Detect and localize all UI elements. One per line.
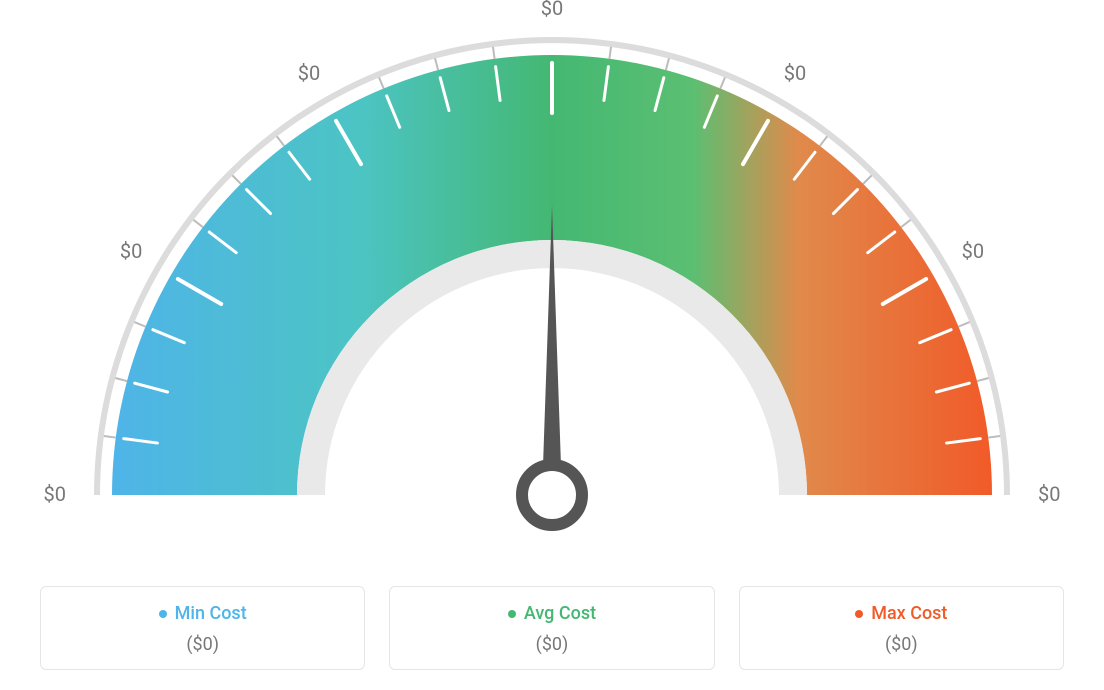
svg-text:$0: $0 bbox=[784, 61, 806, 85]
legend-value-max: ($0) bbox=[752, 634, 1051, 655]
legend-value-min: ($0) bbox=[53, 634, 352, 655]
svg-text:$0: $0 bbox=[962, 239, 984, 263]
svg-text:$0: $0 bbox=[44, 482, 66, 506]
legend-dot-min bbox=[159, 610, 167, 618]
legend-label-min: Min Cost bbox=[175, 603, 247, 624]
legend-label-avg: Avg Cost bbox=[524, 603, 596, 624]
legend-value-avg: ($0) bbox=[402, 634, 701, 655]
gauge-svg: $0 $0 $0 $0 $0 $0 $0 bbox=[0, 0, 1104, 540]
gauge-chart: $0 $0 $0 $0 $0 $0 $0 bbox=[0, 0, 1104, 540]
svg-text:$0: $0 bbox=[1038, 482, 1060, 506]
legend-card-min: Min Cost ($0) bbox=[40, 586, 365, 671]
svg-text:$0: $0 bbox=[541, 0, 563, 20]
cost-gauge-infographic: $0 $0 $0 $0 $0 $0 $0 Min Cost ($0) Avg Cost ($… bbox=[0, 0, 1104, 690]
legend-label-row: Max Cost bbox=[855, 603, 947, 624]
legend-label-row: Min Cost bbox=[159, 603, 247, 624]
legend-dot-max bbox=[855, 610, 863, 618]
legend-label-row: Avg Cost bbox=[508, 603, 596, 624]
legend-card-avg: Avg Cost ($0) bbox=[389, 586, 714, 671]
legend-label-max: Max Cost bbox=[871, 603, 947, 624]
svg-text:$0: $0 bbox=[120, 239, 142, 263]
legend-dot-avg bbox=[508, 610, 516, 618]
svg-text:$0: $0 bbox=[298, 61, 320, 85]
legend-row: Min Cost ($0) Avg Cost ($0) Max Cost ($0… bbox=[40, 586, 1064, 671]
legend-card-max: Max Cost ($0) bbox=[739, 586, 1064, 671]
